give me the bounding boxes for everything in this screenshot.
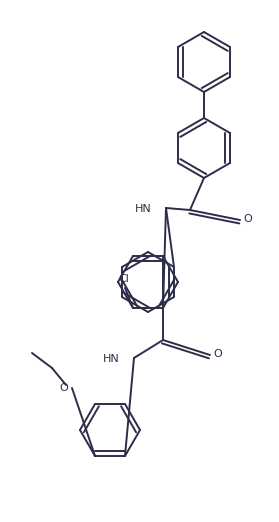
Text: O: O bbox=[213, 349, 222, 359]
Text: HN: HN bbox=[135, 204, 152, 214]
Text: Cl: Cl bbox=[119, 274, 129, 284]
Text: O: O bbox=[243, 214, 252, 224]
Text: O: O bbox=[59, 383, 68, 393]
Text: HN: HN bbox=[103, 354, 120, 364]
